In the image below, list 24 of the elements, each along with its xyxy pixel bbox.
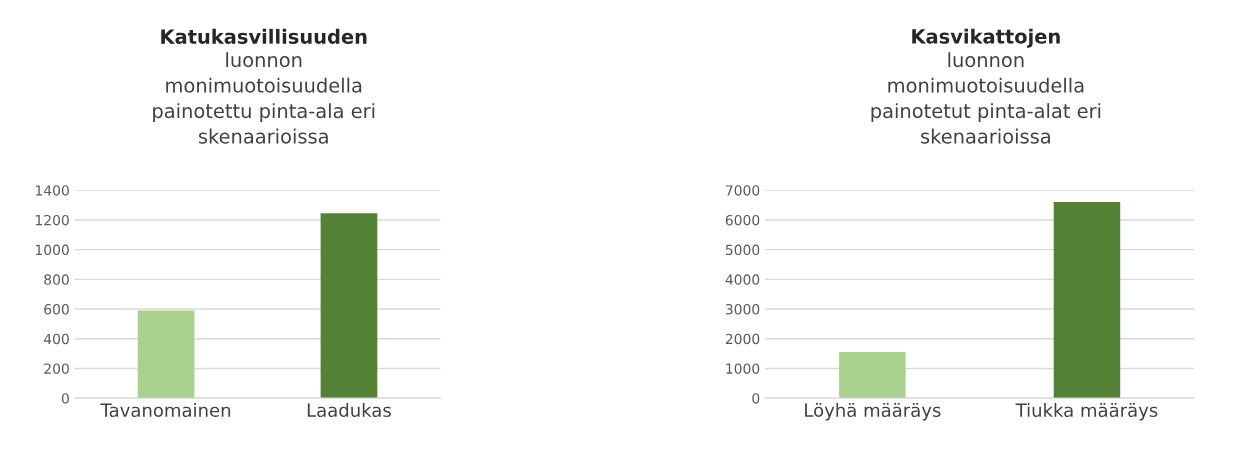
y-tick-label: 1000 <box>35 244 69 256</box>
y-tick-label: 1400 <box>35 185 69 196</box>
chart-title: Katukasvillisuuden <box>161 28 367 44</box>
x-tick-label: Tavanomainen <box>100 403 231 417</box>
y-tick-label: 400 <box>43 333 69 345</box>
chart-title: Kasvikattojen <box>912 28 1060 48</box>
y-tick-label: 4000 <box>725 274 760 285</box>
y-tick-label: 1200 <box>35 214 69 226</box>
y-tick-label: 0 <box>752 393 760 404</box>
x-tick-label: Tiukka määräys <box>1015 403 1158 421</box>
chart-subtitle: luonnon monimuotoisuudella painotetut pinta-alat eri skenaarioissa <box>871 52 1101 144</box>
y-tick-label: 7000 <box>725 185 760 196</box>
y-tick-label: 0 <box>61 393 69 404</box>
x-tick-label: Laadukas <box>307 403 391 417</box>
y-tick-label: 6000 <box>725 214 760 226</box>
y-tick-label: 3000 <box>725 304 760 315</box>
y-tick-label: 2000 <box>725 333 760 345</box>
y-tick-label: 800 <box>44 274 69 285</box>
y-tick-label: 5000 <box>725 244 760 256</box>
x-tick-label: Löyhä määräys <box>805 403 941 421</box>
chart-subtitle: luonnon monimuotoisuudella painotettu pinta-ala eri skenaarioissa <box>153 52 375 144</box>
y-tick-label: 200 <box>44 363 69 374</box>
y-tick-label: 1000 <box>726 363 760 374</box>
y-tick-label: 600 <box>44 304 69 315</box>
